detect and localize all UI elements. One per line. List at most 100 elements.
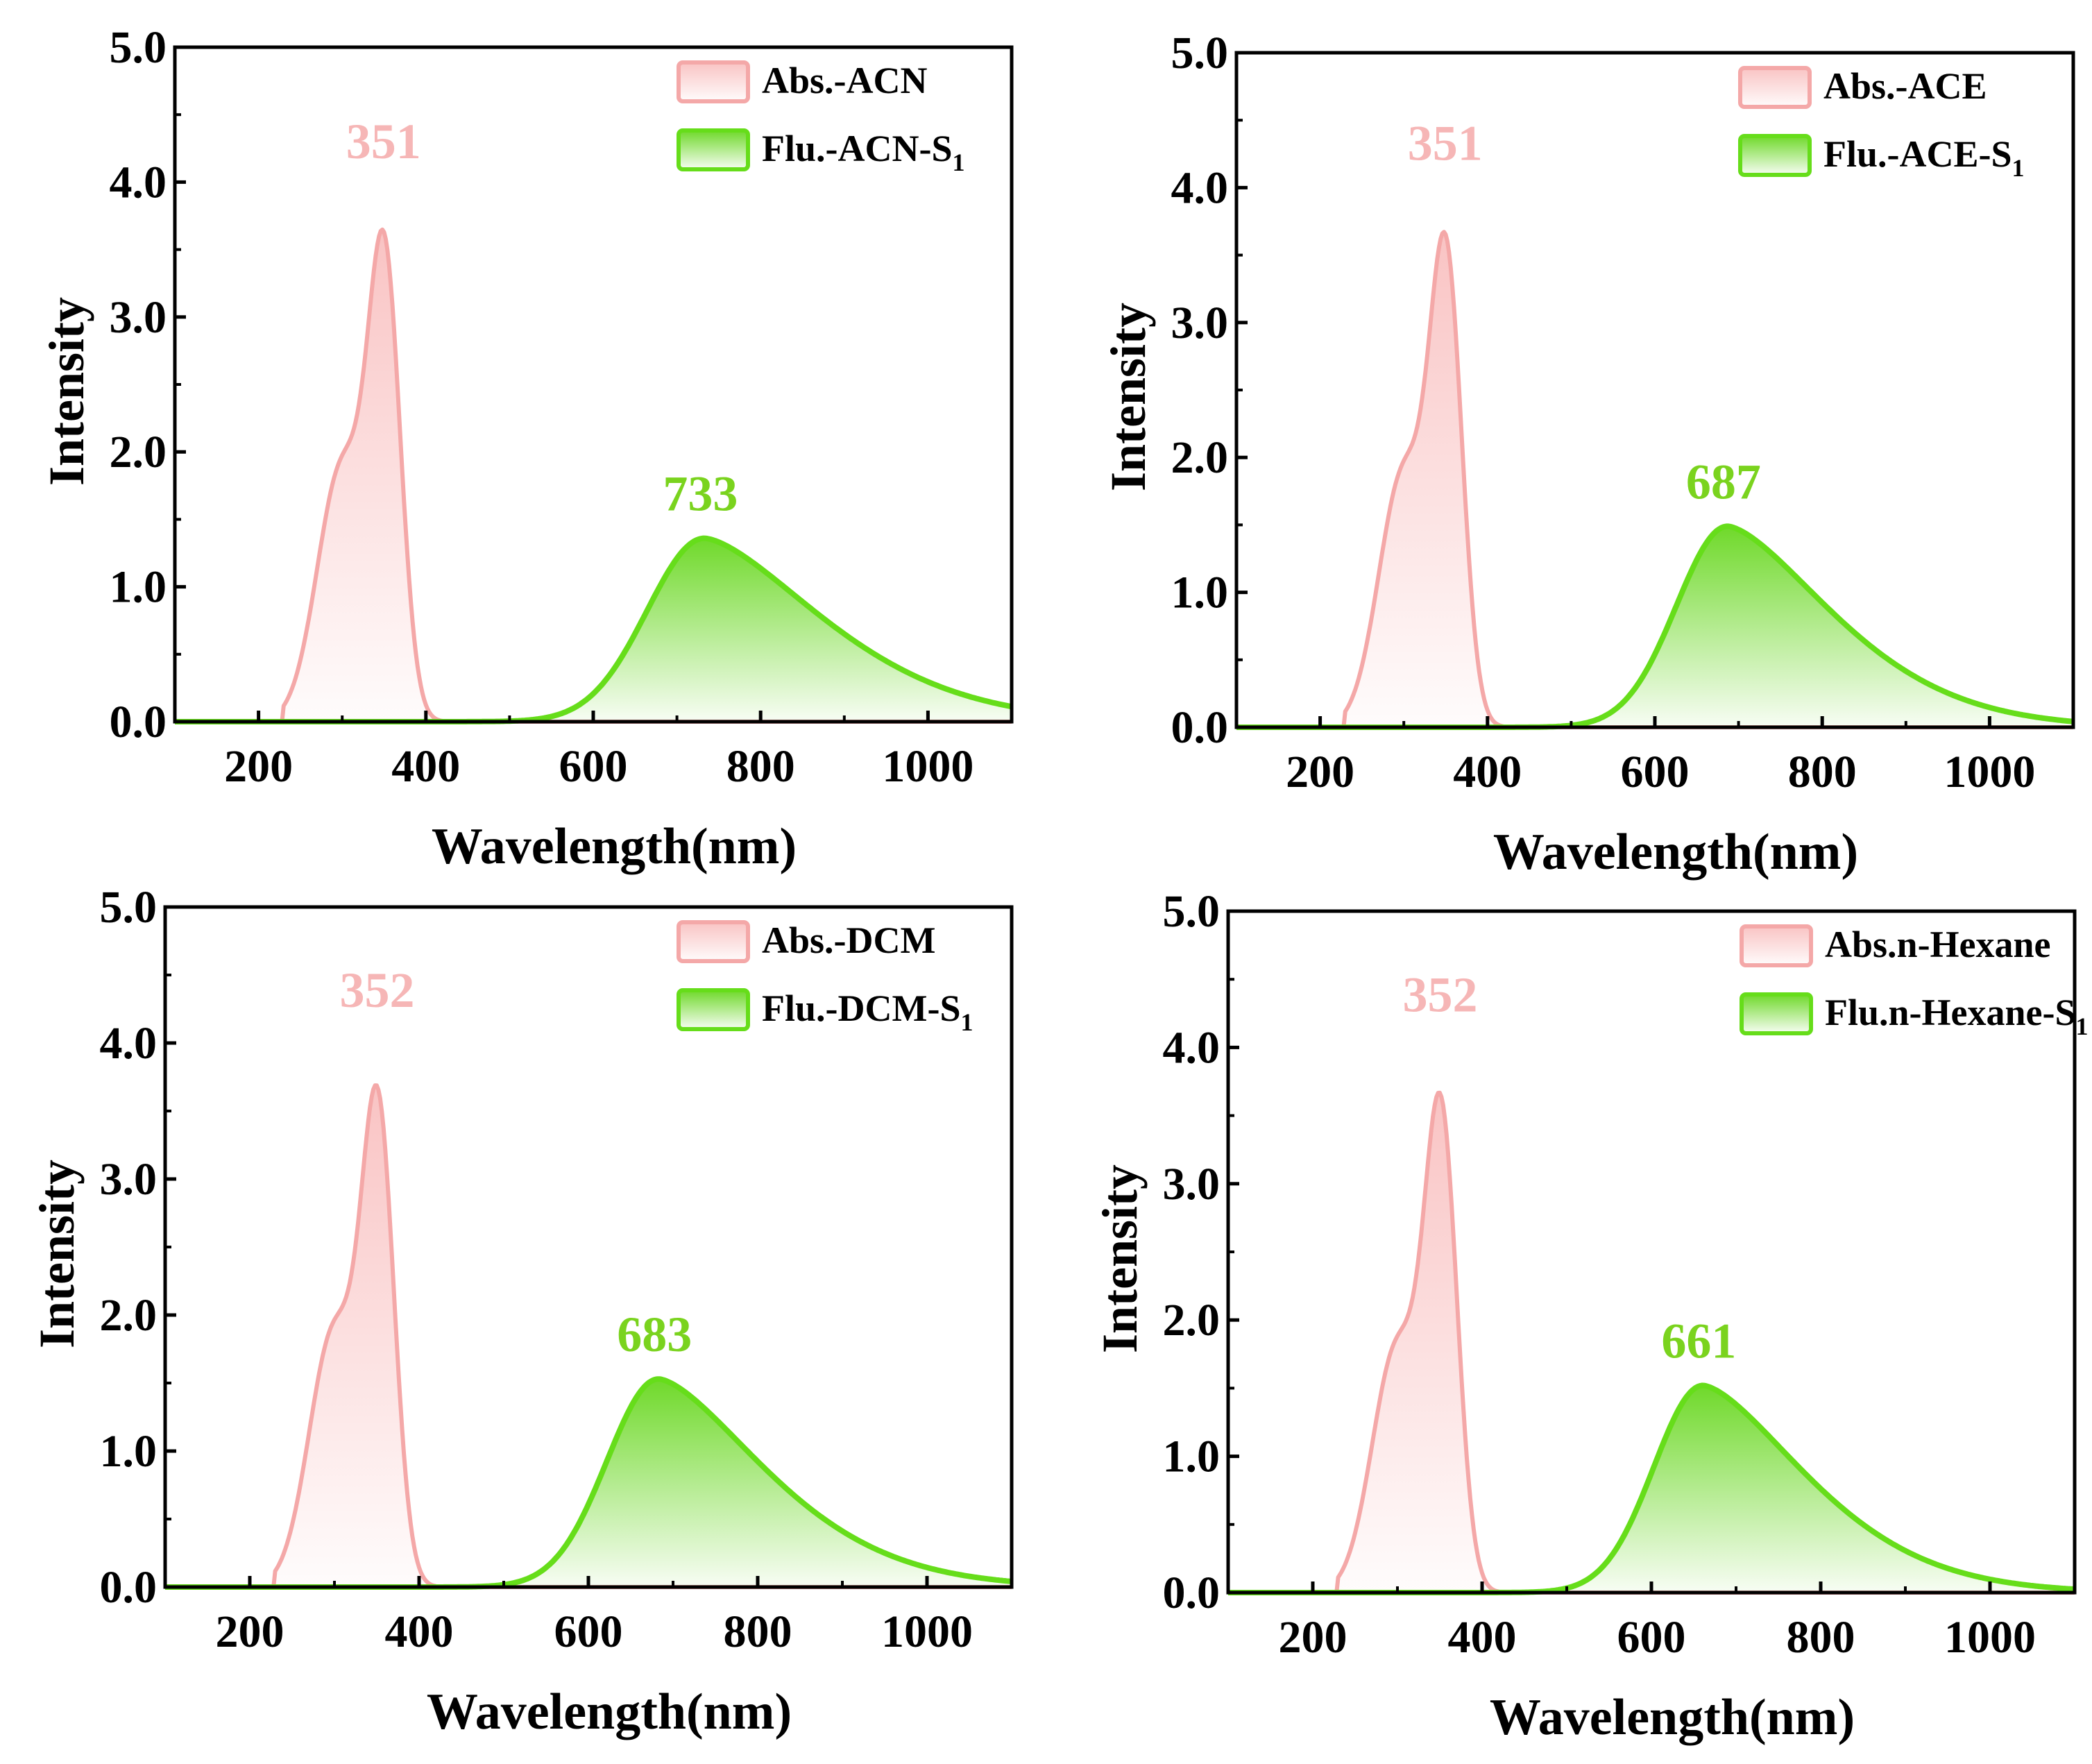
flu-peak-label: 683 (617, 1307, 692, 1362)
legend-label-main: Abs.-ACN (762, 60, 928, 101)
y-axis-title: Intensity (1100, 303, 1156, 491)
legend-label-main: Flu.-ACE-S (1823, 133, 2012, 175)
y-tick-label: 4.0 (100, 1018, 158, 1069)
y-tick-label: 2.0 (100, 1290, 158, 1341)
x-tick-label: 600 (559, 741, 628, 792)
abs-area-fill (1236, 232, 2073, 727)
y-tick-label: 4.0 (1171, 162, 1229, 213)
abs-area-fill (1228, 1092, 2075, 1593)
x-tick-label: 800 (726, 741, 795, 792)
flu-area-fill (175, 538, 1012, 722)
y-tick-label: 4.0 (1163, 1022, 1221, 1073)
y-tick-label: 1.0 (1163, 1432, 1221, 1482)
x-tick-label: 200 (1286, 747, 1354, 797)
y-tick-label: 1.0 (100, 1426, 158, 1477)
x-tick-label: 800 (1788, 747, 1857, 797)
flu-peak-label: 687 (1686, 454, 1761, 509)
legend-label: Abs.-ACN (762, 60, 928, 101)
legend-label-subscript: 1 (2076, 1012, 2089, 1040)
abs-peak-label: 352 (1402, 967, 1477, 1023)
legend-swatch (1738, 66, 1812, 109)
x-axis-title: Wavelength(nm) (1493, 824, 1858, 881)
legend-item: Flu.-DCM-S1 (677, 987, 973, 1036)
legend-item: Flu.-ACN-S1 (677, 128, 965, 176)
y-tick-label: 3.0 (1171, 298, 1229, 348)
legend-swatch (677, 128, 750, 171)
y-tick-label: 0.0 (1163, 1568, 1221, 1618)
x-tick-label: 200 (224, 741, 293, 792)
chart-panel-4: 352 661 200 400 600 800 1000 0.0 1.0 2.0 3.0 4.0 5.0… (1092, 886, 2089, 1746)
legend-label-main: Flu.-ACN-S (762, 128, 953, 169)
x-tick-label: 1000 (1944, 1612, 2036, 1663)
abs-area-fill (175, 229, 1012, 722)
legend-swatch (1738, 134, 1812, 177)
legend-item: Flu.n-Hexane-S1 (1740, 992, 2089, 1040)
y-tick-label: 0.0 (1171, 702, 1229, 753)
legend-item: Abs.-DCM (677, 919, 936, 963)
x-tick-label: 1000 (882, 741, 973, 792)
legend-label-main: Abs.-DCM (762, 919, 936, 961)
x-tick-label: 200 (1279, 1612, 1347, 1663)
flu-area-fill (165, 1379, 1012, 1587)
legend-label-subscript: 1 (953, 149, 965, 176)
flu-peak-label: 661 (1661, 1313, 1736, 1368)
legend-item: Abs.-ACN (677, 60, 928, 103)
x-tick-label: 400 (385, 1606, 454, 1657)
legend-label-subscript: 1 (960, 1008, 973, 1036)
y-tick-label: 1.0 (110, 562, 167, 613)
legend-label-main: Abs.n-Hexane (1825, 924, 2051, 965)
flu-area-fill (1236, 526, 2073, 727)
legend-label-main: Flu.-DCM-S (762, 987, 960, 1029)
legend-swatch (677, 920, 750, 963)
x-axis-title: Wavelength(nm) (432, 818, 797, 875)
legend-label-main: Abs.-ACE (1823, 65, 1987, 107)
abs-peak-label: 351 (346, 114, 421, 169)
y-axis-title: Intensity (29, 1160, 85, 1348)
y-axis-title: Intensity (39, 297, 94, 486)
x-tick-label: 800 (724, 1606, 792, 1657)
legend-label-main: Flu.n-Hexane-S (1825, 992, 2076, 1033)
y-tick-label: 3.0 (100, 1154, 158, 1205)
x-tick-label: 400 (1448, 1612, 1517, 1663)
x-tick-label: 1000 (1944, 747, 2035, 797)
flu-area-fill (1228, 1385, 2075, 1593)
x-tick-label: 200 (216, 1606, 284, 1657)
x-tick-label: 600 (1617, 1612, 1686, 1663)
x-tick-label: 600 (554, 1606, 623, 1657)
chart-panel-2: 351 687 200 400 600 800 1000 0.0 1.0 2.0 3.0 4.0 5.0… (1100, 28, 2075, 881)
legend-swatch (1740, 924, 1813, 967)
legend-label: Flu.-ACE-S1 (1823, 133, 2025, 182)
legend-label: Flu.n-Hexane-S1 (1825, 992, 2089, 1040)
y-tick-label: 5.0 (100, 882, 158, 933)
chart-panel-1: 351 733 200 400 600 800 1000 0.0 1.0 2.0 3.0 4.0 5.0… (39, 22, 1014, 875)
y-tick-label: 2.0 (1171, 432, 1229, 483)
x-tick-label: 400 (1453, 747, 1522, 797)
y-tick-label: 2.0 (1163, 1295, 1221, 1346)
x-tick-label: 400 (391, 741, 460, 792)
chart-panel-3: 352 683 200 400 600 800 1000 0.0 1.0 2.0 3.0 4.0 5.0… (29, 882, 1014, 1740)
abs-peak-label: 352 (339, 962, 414, 1018)
y-tick-label: 5.0 (110, 22, 167, 73)
legend-swatch (677, 60, 750, 103)
y-tick-label: 5.0 (1163, 886, 1221, 937)
legend-item: Abs.-ACE (1738, 65, 1987, 109)
legend-label: Abs.n-Hexane (1825, 924, 2051, 965)
abs-area-fill (165, 1085, 1012, 1587)
abs-series-line (174, 227, 1012, 724)
legend-label: Abs.-DCM (762, 919, 936, 961)
abs-peak-label: 351 (1408, 115, 1483, 171)
legend-label: Flu.-DCM-S1 (762, 987, 973, 1036)
y-tick-label: 5.0 (1171, 28, 1229, 78)
y-tick-label: 3.0 (110, 292, 167, 343)
y-tick-label: 3.0 (1163, 1159, 1221, 1210)
y-tick-label: 0.0 (110, 697, 167, 747)
legend-item: Abs.n-Hexane (1740, 924, 2051, 967)
x-tick-label: 600 (1621, 747, 1690, 797)
legend-label: Abs.-ACE (1823, 65, 1987, 107)
legend-label-subscript: 1 (2012, 154, 2025, 182)
y-tick-label: 2.0 (110, 427, 167, 477)
x-tick-label: 800 (1787, 1612, 1855, 1663)
flu-peak-label: 733 (663, 466, 738, 522)
y-tick-label: 1.0 (1171, 568, 1229, 618)
legend-label: Flu.-ACN-S1 (762, 128, 965, 176)
